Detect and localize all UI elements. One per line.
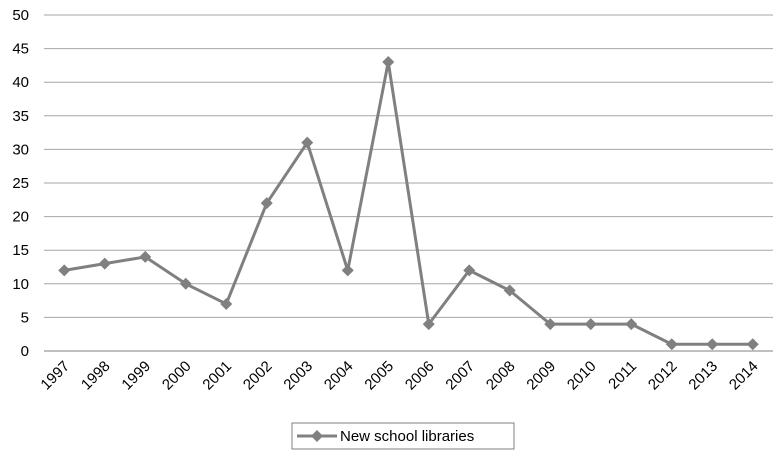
x-tick-label: 2001 <box>199 358 235 394</box>
series-line-new-school-libraries <box>64 60 753 346</box>
x-tick-label: 2010 <box>564 358 600 394</box>
y-tick-label: 25 <box>12 175 29 192</box>
x-tick-label: 2008 <box>483 358 519 394</box>
series-markers <box>58 56 759 351</box>
x-axis-tick-labels: 1997 1998 1999 2000 2001 2002 2003 2004 2005 2006… <box>37 358 761 394</box>
x-tick-label: 2003 <box>280 358 316 394</box>
y-tick-label: 40 <box>12 74 29 91</box>
data-point-2011 <box>625 318 638 331</box>
x-tick-label: 2004 <box>321 358 357 394</box>
data-point-2012 <box>665 338 678 351</box>
x-tick-label: 2002 <box>240 358 276 394</box>
legend-label: New school libraries <box>340 428 474 445</box>
y-tick-label: 35 <box>12 108 29 125</box>
data-point-2008 <box>503 284 516 297</box>
y-tick-label: 0 <box>21 343 29 360</box>
data-point-2005 <box>382 56 395 69</box>
y-tick-label: 10 <box>12 276 29 293</box>
x-tick-label: 1999 <box>118 358 154 394</box>
data-point-2001 <box>220 297 233 310</box>
data-point-2006 <box>422 318 435 331</box>
x-tick-label: 1997 <box>37 358 73 394</box>
x-tick-label: 2011 <box>605 358 640 393</box>
legend: New school libraries <box>291 422 515 450</box>
x-tick-label: 2013 <box>685 358 721 394</box>
data-point-1998 <box>98 257 111 270</box>
data-point-2007 <box>463 264 476 277</box>
x-tick-label: 2005 <box>361 358 397 394</box>
legend-diamond-marker <box>311 430 323 442</box>
y-tick-label: 20 <box>12 209 29 226</box>
gridlines <box>44 14 773 318</box>
y-tick-label: 45 <box>12 41 29 58</box>
y-tick-label: 50 <box>12 7 29 24</box>
data-point-2004 <box>341 264 354 277</box>
data-point-1999 <box>139 250 152 263</box>
data-point-2009 <box>544 318 557 331</box>
x-tick-label: 2000 <box>159 358 195 394</box>
data-point-1997 <box>58 264 71 277</box>
x-tick-label: 2014 <box>726 358 762 394</box>
data-point-2002 <box>260 197 273 210</box>
data-point-2000 <box>179 277 192 290</box>
data-point-2013 <box>706 338 719 351</box>
data-point-2014 <box>746 338 759 351</box>
y-tick-label: 30 <box>12 141 29 158</box>
data-point-2010 <box>584 318 597 331</box>
x-tick-label: 2007 <box>442 358 478 394</box>
x-tick-label: 1998 <box>78 358 114 394</box>
y-tick-label: 15 <box>12 242 29 259</box>
x-tick-label: 2012 <box>645 358 681 394</box>
x-tick-label: 2006 <box>402 358 438 394</box>
data-point-2003 <box>301 136 314 149</box>
y-tick-label: 5 <box>21 309 29 326</box>
x-tick-label: 2009 <box>523 358 559 394</box>
y-axis-tick-labels: 0 5 10 15 20 25 30 35 40 45 50 <box>12 7 29 360</box>
